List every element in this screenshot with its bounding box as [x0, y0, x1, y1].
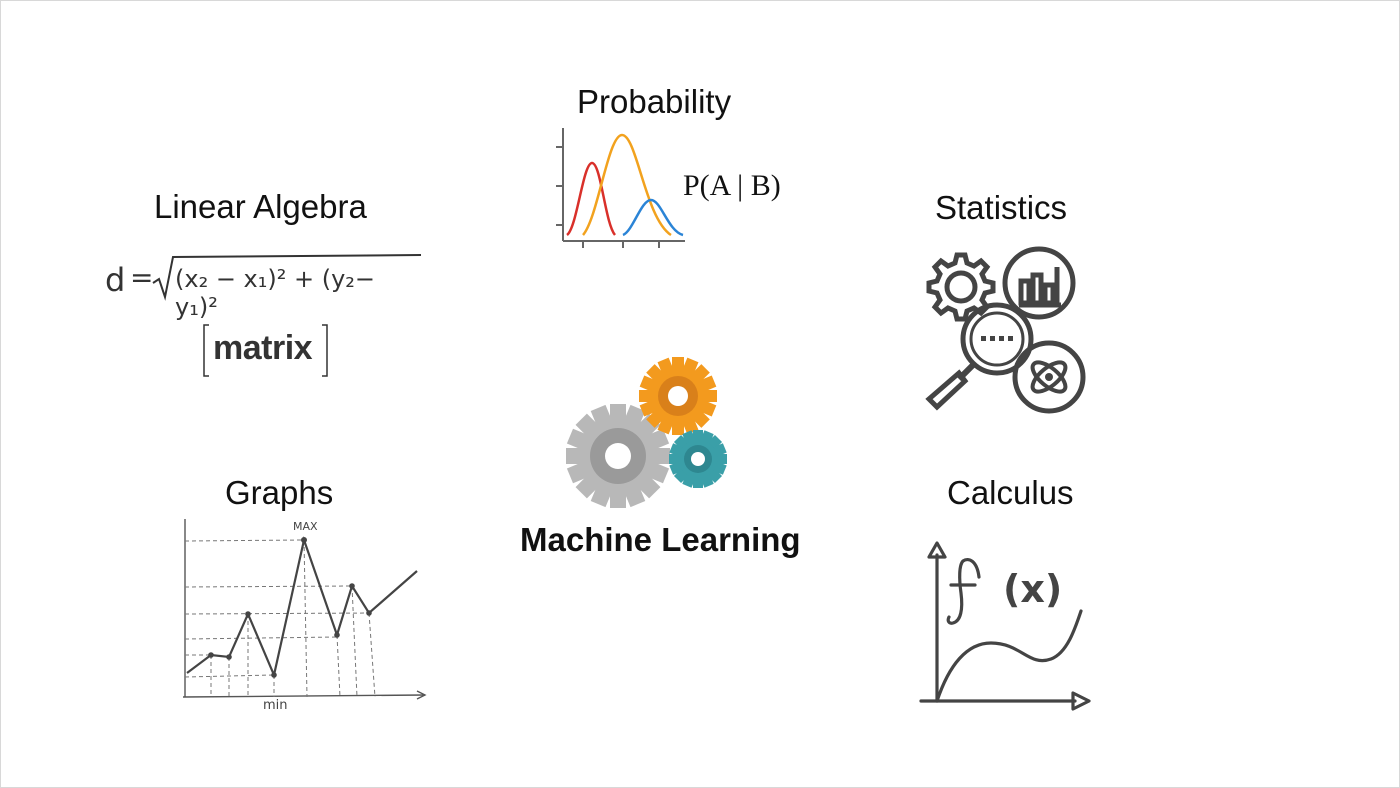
- statistics-icon: [925, 246, 1086, 414]
- square-root-icon: [152, 254, 422, 301]
- graphs-sketch-icon: [182, 519, 427, 700]
- distance-formula: d = (x₂ − x₁)² + (y₂− y₁)²: [105, 253, 425, 321]
- probability-distribution-icon: [556, 128, 685, 248]
- statistics-label: Statistics: [935, 189, 1068, 226]
- conditional-probability-formula: P(A | B): [683, 169, 781, 202]
- probability-label: Probability: [577, 83, 732, 120]
- graph-max-label: MAX: [293, 520, 318, 533]
- graph-min-label: min: [263, 698, 288, 713]
- function-x-label: (x): [1003, 567, 1063, 611]
- linear-algebra-label: Linear Algebra: [154, 188, 367, 225]
- machine-learning-label: Machine Learning: [520, 521, 801, 558]
- graphs-label: Graphs: [225, 474, 334, 511]
- matrix-notation: matrix: [201, 323, 331, 379]
- calculus-label: Calculus: [947, 474, 1074, 511]
- calculus-function-icon: [919, 541, 1091, 711]
- machine-learning-gears-icon: [566, 357, 727, 508]
- distance-formula-body: (x₂ − x₁)² + (y₂− y₁)²: [175, 265, 376, 321]
- matrix-brackets-icon: [203, 324, 328, 377]
- distance-variable: d: [105, 261, 126, 299]
- equals-sign: =: [130, 261, 154, 294]
- matrix-text: matrix: [213, 329, 313, 367]
